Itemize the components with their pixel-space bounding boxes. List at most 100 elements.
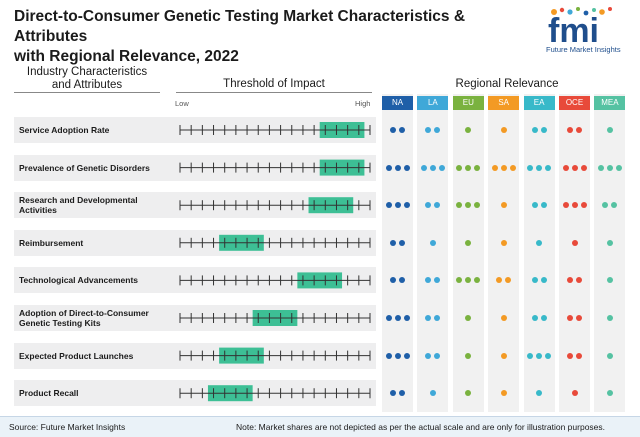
region-dot	[500, 315, 507, 321]
region-dot	[576, 315, 582, 321]
region-header-na: NA	[382, 96, 413, 110]
region-dots-ea	[524, 200, 555, 210]
region-dot	[545, 352, 552, 359]
region-dot	[403, 315, 410, 321]
region-dot	[385, 315, 392, 321]
region-dots-la	[417, 313, 448, 323]
region-dot	[399, 390, 405, 397]
region-dot	[429, 390, 436, 397]
region-dot	[536, 164, 543, 171]
region-column-na	[382, 94, 413, 412]
row-label-line-1: Adoption of Direct-to-Consumer	[19, 308, 149, 318]
region-dot	[576, 277, 582, 284]
row-label-line-2: Activities	[19, 205, 57, 216]
region-dot	[403, 202, 410, 209]
region-dot	[500, 352, 507, 359]
region-dots-la	[417, 351, 448, 361]
region-dot	[434, 127, 441, 133]
region-dot	[567, 277, 573, 284]
fmi-logo: fmi	[548, 7, 612, 50]
region-dots-ea	[524, 163, 555, 173]
region-dot	[429, 164, 436, 171]
region-column-sa	[488, 94, 520, 412]
region-dot	[425, 277, 432, 284]
region-dot	[536, 390, 543, 397]
region-dot	[434, 352, 441, 359]
region-dots-sa	[488, 238, 519, 248]
region-dots-eu	[453, 125, 484, 135]
region-dots-mea	[594, 275, 625, 285]
region-dot	[509, 164, 516, 171]
region-dot	[394, 202, 401, 209]
region-dots-mea	[594, 388, 625, 398]
region-dot	[531, 202, 538, 209]
region-dot	[536, 239, 543, 246]
region-dot	[474, 164, 481, 171]
region-dots-ea	[524, 125, 555, 135]
region-dots-oce	[559, 125, 590, 135]
region-dots-oce	[559, 275, 590, 285]
region-dots-mea	[594, 238, 625, 248]
region-header-mea: MEA	[594, 96, 626, 110]
region-dots-sa	[488, 275, 519, 285]
region-dots-na	[382, 388, 413, 398]
region-column-oce	[559, 94, 590, 412]
region-dots-la	[417, 238, 448, 248]
region-dot	[465, 277, 472, 284]
region-dots-sa	[488, 200, 519, 210]
region-dot	[505, 277, 512, 284]
region-dots-ea	[524, 313, 555, 323]
region-dot	[425, 127, 432, 133]
region-dot	[394, 164, 401, 171]
region-dot	[527, 164, 534, 171]
scale-low-label: Low	[175, 99, 189, 108]
region-dots-eu	[453, 313, 484, 323]
region-dots-eu	[453, 163, 484, 173]
region-column-la	[417, 94, 449, 412]
region-dot	[399, 239, 405, 246]
region-dots-na	[382, 238, 413, 248]
region-dots-sa	[488, 163, 519, 173]
region-dots-la	[417, 200, 448, 210]
region-dots-oce	[559, 351, 590, 361]
region-dot	[500, 202, 507, 209]
region-dots-la	[417, 163, 448, 173]
region-dot	[597, 164, 604, 171]
region-dots-la	[417, 388, 448, 398]
region-dots-eu	[453, 200, 484, 210]
region-dots-oce	[559, 313, 590, 323]
region-dots-oce	[559, 238, 590, 248]
region-dot	[540, 202, 547, 209]
region-dots-mea	[594, 163, 625, 173]
region-dot	[474, 277, 481, 284]
region-dots-ea	[524, 388, 555, 398]
region-dot	[491, 164, 498, 171]
region-dot	[531, 315, 538, 321]
region-dot	[571, 390, 578, 397]
region-dot	[500, 239, 507, 246]
region-dot	[576, 352, 582, 359]
region-dot	[425, 202, 432, 209]
region-dot	[567, 352, 573, 359]
region-dots-la	[417, 125, 448, 135]
characteristics-underline	[14, 92, 160, 93]
region-dots-na	[382, 313, 413, 323]
row-label-line-1: Service Adoption Rate	[19, 125, 110, 135]
region-header-sa: SA	[488, 96, 520, 110]
region-dot	[429, 239, 436, 246]
region-dot	[531, 277, 538, 284]
regional-header: Regional Relevance	[455, 78, 559, 90]
region-dot	[540, 315, 547, 321]
region-dot	[567, 127, 573, 133]
region-dots-na	[382, 275, 413, 285]
region-dot	[465, 390, 472, 397]
region-dot	[456, 277, 463, 284]
region-dots-oce	[559, 200, 590, 210]
region-dot	[403, 164, 410, 171]
region-dots-mea	[594, 313, 625, 323]
region-dots-ea	[524, 238, 555, 248]
row-label: Expected Product Launches	[19, 351, 179, 361]
row-label: Research and Developmental Activities	[19, 195, 179, 215]
region-dot	[385, 352, 392, 359]
characteristics-header: Industry Characteristics and Attributes	[14, 66, 160, 92]
